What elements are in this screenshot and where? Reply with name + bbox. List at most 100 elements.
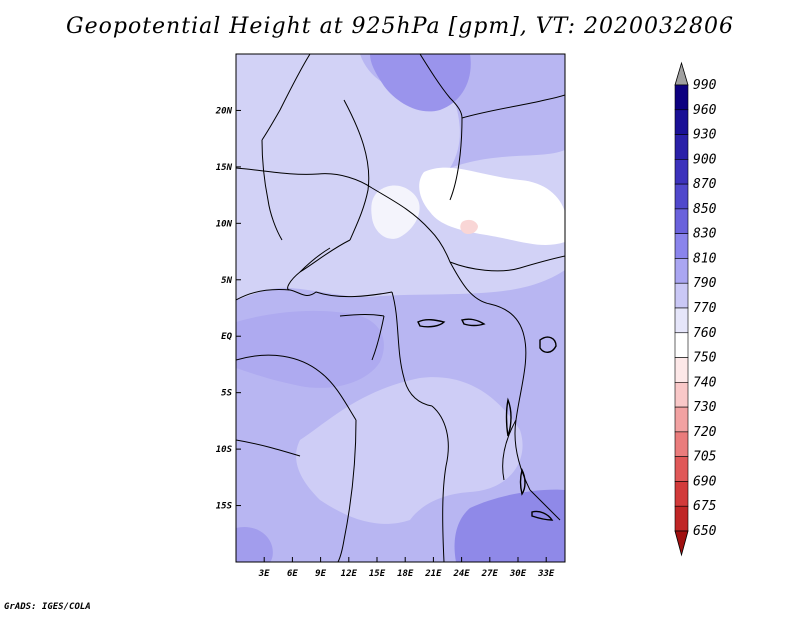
colorbar-swatch bbox=[674, 84, 689, 111]
x-tick-label: 27E bbox=[481, 569, 499, 579]
field-region-darfur-low bbox=[371, 185, 420, 239]
y-tick-label: 20N bbox=[215, 106, 233, 116]
colorbar-label: 850 bbox=[693, 202, 717, 217]
colorbar-label: 930 bbox=[693, 128, 717, 143]
colorbar-under-arrow bbox=[674, 530, 689, 557]
colorbar-swatch bbox=[674, 406, 689, 433]
x-tick-label: 3E bbox=[258, 569, 270, 579]
boundary-line bbox=[339, 314, 385, 317]
lake-outline bbox=[460, 318, 486, 327]
map-boundaries bbox=[236, 54, 565, 562]
boundary-line bbox=[449, 255, 565, 272]
colorbar-swatch bbox=[674, 183, 689, 210]
colorbar-swatch bbox=[674, 505, 689, 532]
y-tick-label: 15N bbox=[216, 163, 233, 173]
boundary-line bbox=[431, 405, 449, 562]
colorbar-label: 870 bbox=[693, 177, 717, 192]
x-tick-label: 9E bbox=[315, 569, 326, 579]
colorbar-label: 705 bbox=[693, 450, 717, 465]
colorbar-swatch bbox=[674, 134, 689, 160]
lake-outline bbox=[531, 510, 554, 521]
map-frame bbox=[235, 53, 566, 563]
boundary-line bbox=[343, 99, 370, 241]
boundary-line bbox=[529, 489, 561, 521]
colorbar-swatch bbox=[674, 382, 689, 408]
field-region-southeast-high bbox=[454, 489, 565, 562]
x-tick-label: 30E bbox=[509, 569, 527, 579]
colorbar-swatch bbox=[674, 208, 689, 234]
colorbar-label: 810 bbox=[693, 251, 717, 266]
lake-outline bbox=[505, 397, 512, 437]
field-region-pink-spot bbox=[460, 219, 478, 235]
colorbar-label: 750 bbox=[693, 351, 717, 366]
colorbar-swatch bbox=[674, 307, 689, 334]
colorbar-label: 900 bbox=[693, 152, 717, 167]
colorbar-label: 790 bbox=[693, 276, 717, 291]
boundary-line bbox=[236, 354, 357, 421]
lake-outline bbox=[417, 319, 446, 328]
x-tick-label: 33E bbox=[537, 569, 555, 579]
boundary-line bbox=[337, 419, 357, 562]
y-tick-label: 10N bbox=[216, 219, 233, 229]
map-field bbox=[236, 54, 565, 562]
lake-outline bbox=[519, 467, 526, 496]
colorbar-label: 720 bbox=[693, 425, 717, 440]
colorbar-label: 650 bbox=[693, 524, 717, 539]
x-tick-label: 21E bbox=[424, 569, 442, 579]
y-tick-label: 15S bbox=[216, 502, 233, 512]
boundary-line bbox=[449, 117, 463, 201]
x-tick-label: 24E bbox=[452, 569, 470, 579]
boundary-line bbox=[419, 54, 463, 119]
boundary-line bbox=[391, 291, 433, 407]
colorbar-swatch bbox=[674, 481, 689, 507]
boundary-line bbox=[236, 167, 373, 189]
axis-ticks: 3E 6E 9E 12E 15E 18E 21E 24E 27E 30E 33E 20N 15N 10N 5… bbox=[215, 106, 555, 579]
colorbar-swatch bbox=[674, 332, 689, 358]
field-region-east-highlands-low bbox=[419, 167, 565, 245]
x-tick-label: 6E bbox=[287, 569, 298, 579]
boundary-line bbox=[371, 187, 451, 263]
y-tick-label: 10S bbox=[216, 445, 233, 455]
y-tick-label: 5N bbox=[221, 276, 232, 286]
colorbar-swatch bbox=[674, 282, 689, 309]
y-tick-label: 5S bbox=[221, 389, 232, 399]
colorbar-label: 730 bbox=[693, 400, 717, 415]
field-region-sahara-high bbox=[370, 54, 471, 112]
colorbar-swatch bbox=[674, 357, 689, 383]
colorbar-swatch bbox=[674, 109, 689, 135]
boundary-line bbox=[502, 419, 517, 481]
colorbar-label: 960 bbox=[693, 103, 717, 118]
colorbar-over-arrow bbox=[674, 61, 689, 86]
boundary-line bbox=[236, 289, 393, 301]
colorbar-label: 690 bbox=[693, 474, 717, 489]
field-region-southwest-high bbox=[236, 526, 273, 562]
colorbar-label: 770 bbox=[693, 301, 717, 316]
x-tick-label: 15E bbox=[369, 569, 386, 579]
x-tick-label: 18E bbox=[397, 569, 414, 579]
chart-title: Geopotential Height at 925hPa [gpm], VT:… bbox=[66, 14, 734, 39]
colorbar-label: 830 bbox=[693, 227, 717, 242]
colorbar-label: 990 bbox=[693, 78, 717, 93]
field-region-congo-high bbox=[236, 310, 384, 388]
colorbar-swatch bbox=[674, 431, 689, 457]
colorbar-label: 740 bbox=[693, 375, 717, 390]
colorbar-swatch bbox=[674, 159, 689, 185]
colorbar-label: 675 bbox=[693, 499, 717, 514]
lake-outline bbox=[539, 336, 557, 353]
boundary-line bbox=[261, 139, 283, 241]
boundary-line bbox=[299, 247, 331, 273]
y-tick-label: EQ bbox=[221, 332, 232, 342]
colorbar: 990 960 930 900 870 850 830 810 790 770 760 750 740 7… bbox=[674, 61, 717, 557]
boundary-line bbox=[261, 54, 311, 141]
colorbar-label: 760 bbox=[693, 326, 717, 341]
boundary-line bbox=[461, 94, 565, 119]
colorbar-swatch bbox=[674, 233, 689, 259]
field-region-sahel-plateau bbox=[236, 54, 565, 300]
boundary-line bbox=[236, 439, 301, 457]
boundary-line bbox=[449, 261, 525, 337]
boundary-line bbox=[371, 315, 385, 361]
colorbar-swatch bbox=[674, 258, 689, 284]
colorbar-swatch bbox=[674, 456, 689, 482]
x-tick-label: 12E bbox=[341, 569, 358, 579]
